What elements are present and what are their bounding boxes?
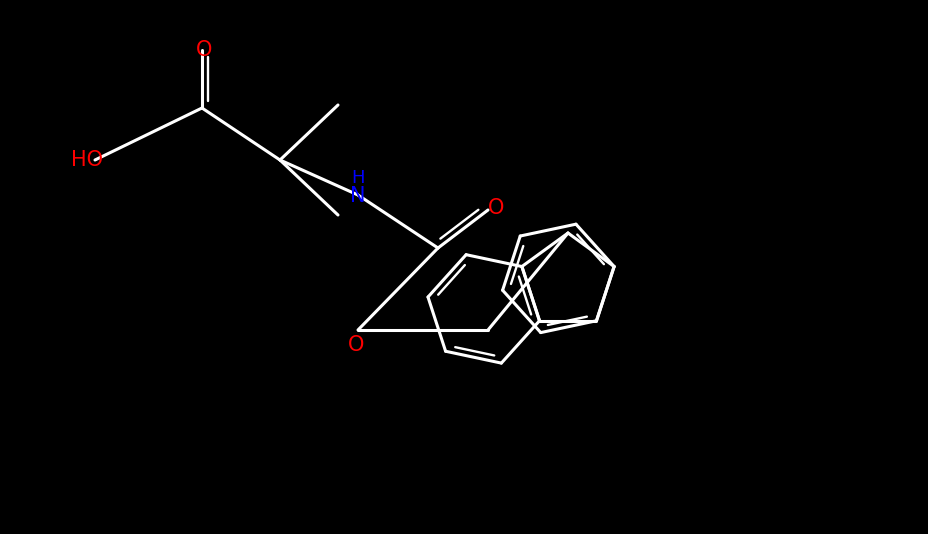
Text: O: O xyxy=(196,40,212,60)
Text: O: O xyxy=(347,335,364,355)
Text: N: N xyxy=(350,186,366,206)
Text: H: H xyxy=(351,169,365,187)
Text: O: O xyxy=(487,198,504,218)
Text: HO: HO xyxy=(71,150,103,170)
